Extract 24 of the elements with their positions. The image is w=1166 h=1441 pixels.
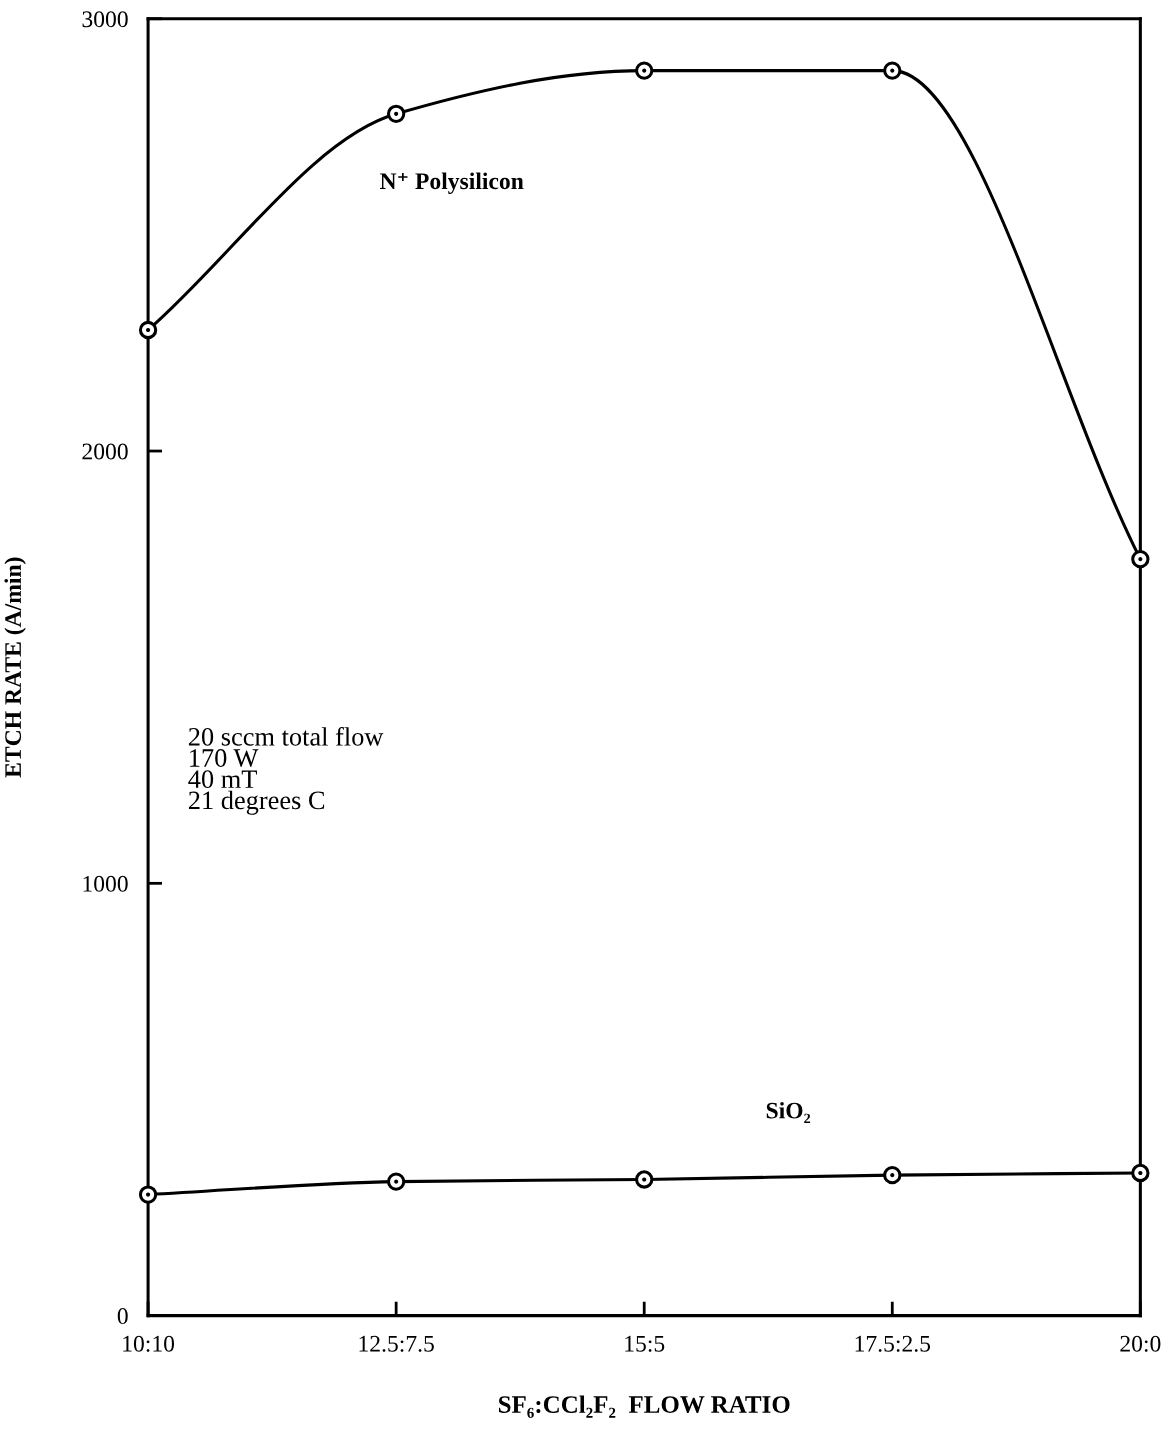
point <box>138 320 158 340</box>
series-label: N⁺ Polysilicon <box>380 172 524 195</box>
point <box>386 1172 406 1191</box>
x-tick-label: 15:5 <box>625 1335 665 1352</box>
y-tick-label: 0 <box>117 1308 128 1325</box>
point <box>386 104 406 124</box>
point <box>883 1165 902 1185</box>
x-tick-label: 17.5:2.5 <box>855 1335 931 1352</box>
x-tick-label: 10:10 <box>123 1335 175 1352</box>
y-tick-label: 1000 <box>83 875 128 892</box>
y-tick-label: 2000 <box>82 443 128 460</box>
y-tick-label: 3000 <box>82 11 128 28</box>
annotation: 20 sccm total flow 170 W 40 mT 21 degrees C <box>188 726 384 815</box>
point <box>138 1185 158 1204</box>
x-tick-label: 20:0 <box>1120 1335 1161 1352</box>
point <box>883 61 902 80</box>
point <box>1131 1163 1150 1183</box>
point <box>635 61 654 80</box>
point <box>1131 549 1150 569</box>
text: SiO₂ <box>766 1101 811 1124</box>
y-axis-title: ETCH RATE (A/min) <box>4 557 26 778</box>
point <box>635 1170 654 1189</box>
x-tick-label: 12.5:7.5 <box>359 1335 434 1352</box>
x-axis-title: SF₆:CCl₂F₂ FLOW RATIO <box>498 1395 790 1418</box>
